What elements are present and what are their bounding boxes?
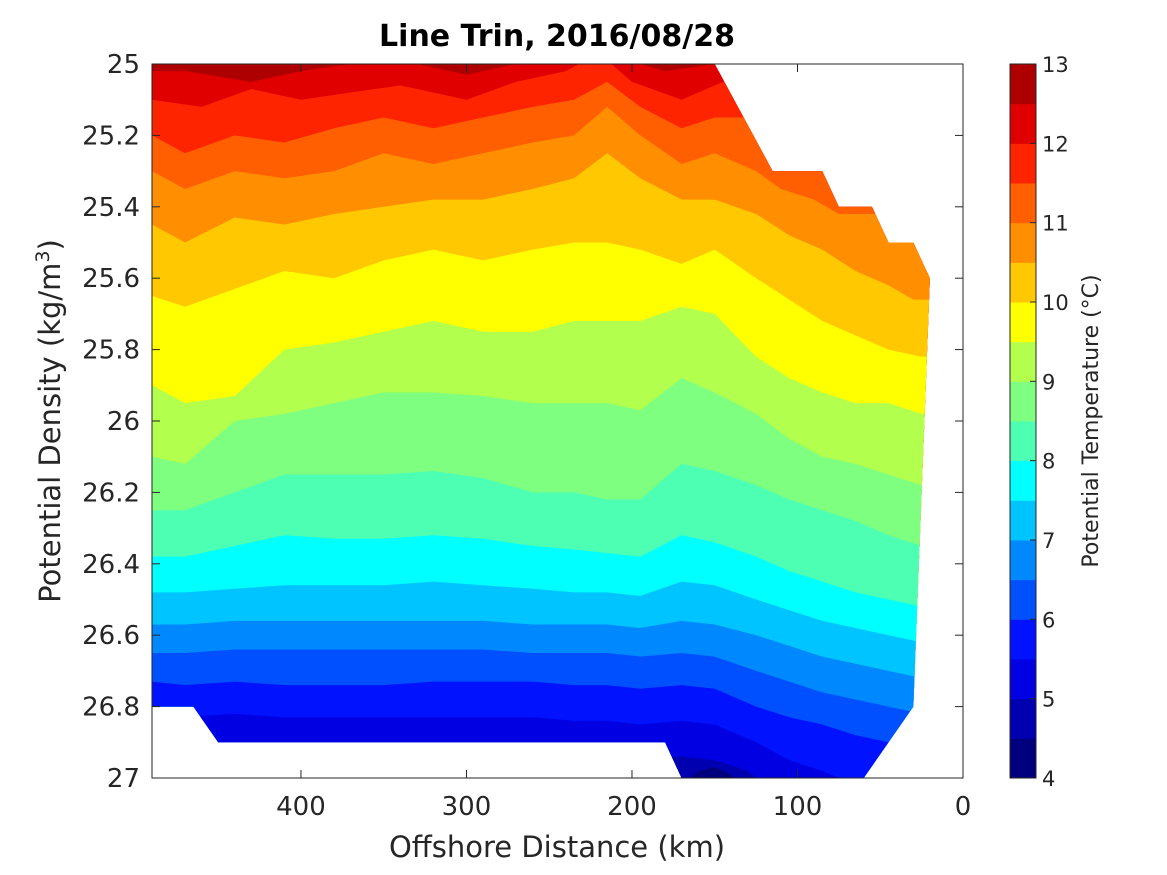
- y-tick-label: 25: [107, 50, 140, 80]
- y-axis-label-end: ): [33, 239, 67, 250]
- y-tick-label: 26.6: [82, 621, 140, 651]
- colorbar-tick-label: 6: [1042, 608, 1055, 632]
- y-axis-label-superscript: 3: [32, 250, 54, 262]
- colorbar-segment: [1010, 460, 1036, 501]
- colorbar-segment: [1010, 659, 1036, 700]
- y-tick-label: 25.8: [82, 336, 140, 366]
- colorbar-segment: [1010, 698, 1036, 739]
- colorbar-segment: [1010, 579, 1036, 620]
- chart-title: Line Trin, 2016/08/28: [379, 19, 735, 54]
- y-tick-label: 26.8: [82, 693, 140, 723]
- x-axis: 400 300 200 100 0: [276, 64, 971, 822]
- colorbar-segment: [1010, 421, 1036, 462]
- colorbar-tick-label: 13: [1042, 53, 1069, 77]
- y-tick-label: 26: [107, 407, 140, 437]
- x-tick-label: 200: [607, 792, 657, 822]
- y-axis: 25 25.2 25.4 25.6 25.8 26 26.2 26.4 26.6 26.8 27: [82, 50, 963, 794]
- colorbar-segment: [1010, 381, 1036, 422]
- colorbar-tick-label: 4: [1042, 767, 1055, 791]
- colorbar-tick-label: 8: [1042, 450, 1055, 474]
- colorbar-segment: [1010, 103, 1036, 144]
- x-tick-label: 400: [276, 792, 326, 822]
- y-tick-label: 25.2: [82, 121, 140, 151]
- y-tick-label: 26.4: [82, 550, 140, 580]
- y-tick-label: 27: [107, 764, 140, 794]
- colorbar-label: Potential Temperature (°C): [1079, 274, 1104, 567]
- colorbar-segment: [1010, 500, 1036, 541]
- colorbar-segment: [1010, 143, 1036, 184]
- y-axis-label-main: Potential Density (kg/m: [33, 263, 67, 603]
- colorbar-segment: [1010, 64, 1036, 105]
- x-tick-label: 0: [955, 792, 972, 822]
- colorbar-tick-label: 11: [1042, 212, 1069, 236]
- colorbar-tick-label: 12: [1042, 132, 1069, 156]
- colorbar-segment: [1010, 183, 1036, 224]
- colorbar-tick-label: 5: [1042, 688, 1055, 712]
- x-axis-label: Offshore Distance (km): [389, 830, 725, 864]
- colorbar-frame: [1009, 63, 1037, 779]
- y-axis-label: Potential Density (kg/m3): [32, 239, 67, 603]
- colorbar-segment: [1010, 262, 1036, 303]
- y-tick-label: 25.4: [82, 193, 140, 223]
- y-tick-label: 26.2: [82, 478, 140, 508]
- contour-fill: [152, 64, 930, 778]
- colorbar-ticks: 4 5 6 7 8 9 10 11 12 13: [1030, 53, 1069, 791]
- colorbar: [1010, 64, 1036, 779]
- colorbar-tick-label: 7: [1042, 529, 1055, 553]
- colorbar-segment: [1010, 341, 1036, 382]
- colorbar-segment: [1010, 619, 1036, 660]
- x-tick-label: 100: [773, 792, 823, 822]
- colorbar-segment: [1010, 738, 1036, 779]
- y-tick-label: 25.6: [82, 264, 140, 294]
- colorbar-segment: [1010, 302, 1036, 343]
- colorbar-segment: [1010, 540, 1036, 581]
- x-tick-label: 300: [442, 792, 492, 822]
- colorbar-tick-label: 9: [1042, 370, 1055, 394]
- plot-area: [152, 64, 963, 778]
- colorbar-segment: [1010, 222, 1036, 263]
- colorbar-tick-label: 10: [1042, 291, 1069, 315]
- contour-band-4_5: [681, 767, 748, 778]
